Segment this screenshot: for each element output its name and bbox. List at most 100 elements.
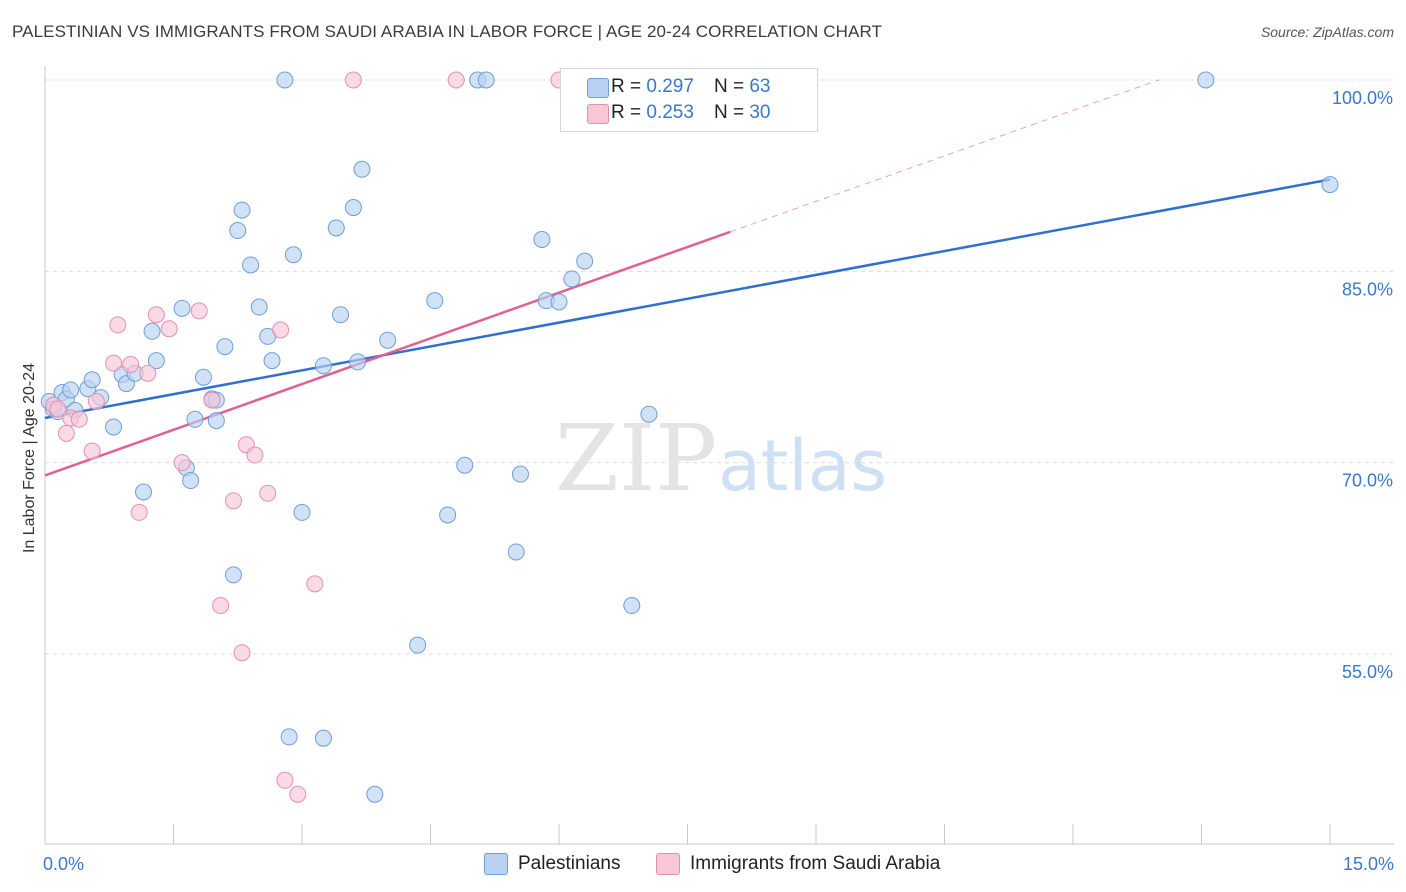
palestinian-point <box>83 371 101 389</box>
saudi-arabia-point <box>447 71 465 89</box>
palestinian-point <box>640 405 658 423</box>
legend-row-saudi: R = 0.253 N = 30 <box>587 101 771 125</box>
y-tick-label: 55.0% <box>1342 662 1393 682</box>
data-points <box>40 71 1339 803</box>
palestinian-point <box>284 246 302 264</box>
axes <box>44 66 1394 845</box>
tick-labels: 100.0% 85.0% 70.0% 55.0% 0.0% 15.0% <box>43 88 1394 874</box>
saudi-arabia-point <box>105 354 123 372</box>
chart-source: Source: ZipAtlas.com <box>1260 24 1394 40</box>
palestinian-point <box>456 456 474 474</box>
palestinian-point <box>314 357 332 375</box>
palestinians-trend-line <box>44 178 1331 420</box>
n-label: N = <box>713 102 745 123</box>
r-label: R = <box>611 76 642 97</box>
palestinian-point <box>349 353 367 371</box>
palestinian-point <box>366 785 384 803</box>
palestinian-point <box>511 465 529 483</box>
saudi-arabia-point <box>203 391 221 409</box>
palestinian-point <box>207 412 225 430</box>
y-tick-label: 85.0% <box>1342 279 1393 299</box>
saudi-arabia-point <box>233 644 251 662</box>
legend-label: Palestinians <box>518 853 621 874</box>
n-value: 63 <box>749 76 771 97</box>
palestinian-point <box>229 222 247 240</box>
saudi-arabia-point <box>212 597 230 615</box>
saudi-arabia-point <box>70 410 88 428</box>
saudi-arabia-point <box>130 503 148 521</box>
saudi-arabia-point <box>122 355 140 373</box>
palestinian-point <box>314 729 332 747</box>
x-tick-label: 0.0% <box>43 854 84 874</box>
saudi-arabia-point <box>147 306 165 324</box>
legend-item-palestinians: Palestinians <box>484 852 620 876</box>
saudi-arabia-point <box>289 785 307 803</box>
palestinian-point <box>409 636 427 654</box>
saudi-arabia-point <box>272 321 290 339</box>
palestinian-point <box>1197 71 1215 89</box>
saudi-arabia-point <box>344 71 362 89</box>
palestinian-point <box>62 381 80 399</box>
palestinian-point <box>426 292 444 310</box>
y-tick-label: 100.0% <box>1332 88 1393 108</box>
legend-item-saudi-arabia: Immigrants from Saudi Arabia <box>656 852 940 876</box>
saudi-arabia-point <box>276 771 294 789</box>
saudi-arabia-point <box>83 442 101 460</box>
palestinian-point <box>105 418 123 436</box>
saudi-arabia-point <box>139 364 157 382</box>
watermark-atlas: atlas <box>718 425 887 507</box>
palestinian-point <box>194 368 212 386</box>
palestinian-point <box>1321 176 1339 194</box>
saudi-arabia-trend-line <box>44 230 731 477</box>
watermark-zip: ZIP <box>555 405 717 512</box>
n-value: 30 <box>749 102 771 123</box>
palestinian-point <box>550 293 568 311</box>
x-tick-label: 15.0% <box>1343 854 1394 874</box>
palestinian-point <box>147 352 165 370</box>
y-tick-label: 70.0% <box>1342 471 1393 491</box>
saudi-arabia-point <box>246 446 264 464</box>
palestinian-point <box>242 256 260 274</box>
palestinian-point <box>250 298 268 316</box>
palestinian-point <box>224 566 242 584</box>
saudi-arabia-point <box>87 392 105 410</box>
palestinian-point <box>344 199 362 217</box>
palestinian-point <box>327 219 345 237</box>
palestinian-point <box>135 483 153 501</box>
palestinian-point <box>533 230 551 248</box>
legend-swatch-pink <box>587 104 609 124</box>
trend-lines <box>44 79 1331 477</box>
palestinian-point <box>332 306 350 324</box>
chart-title: PALESTINIAN VS IMMIGRANTS FROM SAUDI ARA… <box>12 22 883 41</box>
legend-swatch-pink <box>656 853 680 875</box>
saudi-arabia-point <box>173 454 191 472</box>
palestinian-point <box>477 71 495 89</box>
saudi-arabia-trend-extension <box>730 79 1159 233</box>
palestinian-point <box>353 160 371 178</box>
palestinian-point <box>216 338 234 356</box>
palestinian-point <box>507 543 525 561</box>
palestinian-point <box>563 270 581 288</box>
r-value: 0.297 <box>646 76 694 97</box>
legend-swatch-blue <box>484 853 508 875</box>
palestinian-point <box>173 299 191 317</box>
palestinian-point <box>276 71 294 89</box>
palestinian-point <box>186 410 204 428</box>
palestinian-point <box>293 503 311 521</box>
saudi-arabia-point <box>190 302 208 320</box>
palestinian-point <box>280 728 298 746</box>
palestinian-point <box>576 252 594 270</box>
palestinian-point <box>143 322 161 340</box>
grid-lines <box>45 79 1394 655</box>
legend-label: Immigrants from Saudi Arabia <box>690 853 941 874</box>
correlation-legend: R = 0.297 N = 63 R = 0.253 N = 30 <box>560 68 818 132</box>
palestinian-point <box>233 201 251 219</box>
saudi-arabia-point <box>57 424 75 442</box>
legend-row-palestinians: R = 0.297 N = 63 <box>587 75 771 99</box>
saudi-arabia-point <box>306 575 324 593</box>
palestinian-point <box>439 506 457 524</box>
r-value: 0.253 <box>646 102 694 123</box>
y-axis-label: In Labor Force | Age 20-24 <box>21 363 38 553</box>
palestinian-point <box>379 331 397 349</box>
